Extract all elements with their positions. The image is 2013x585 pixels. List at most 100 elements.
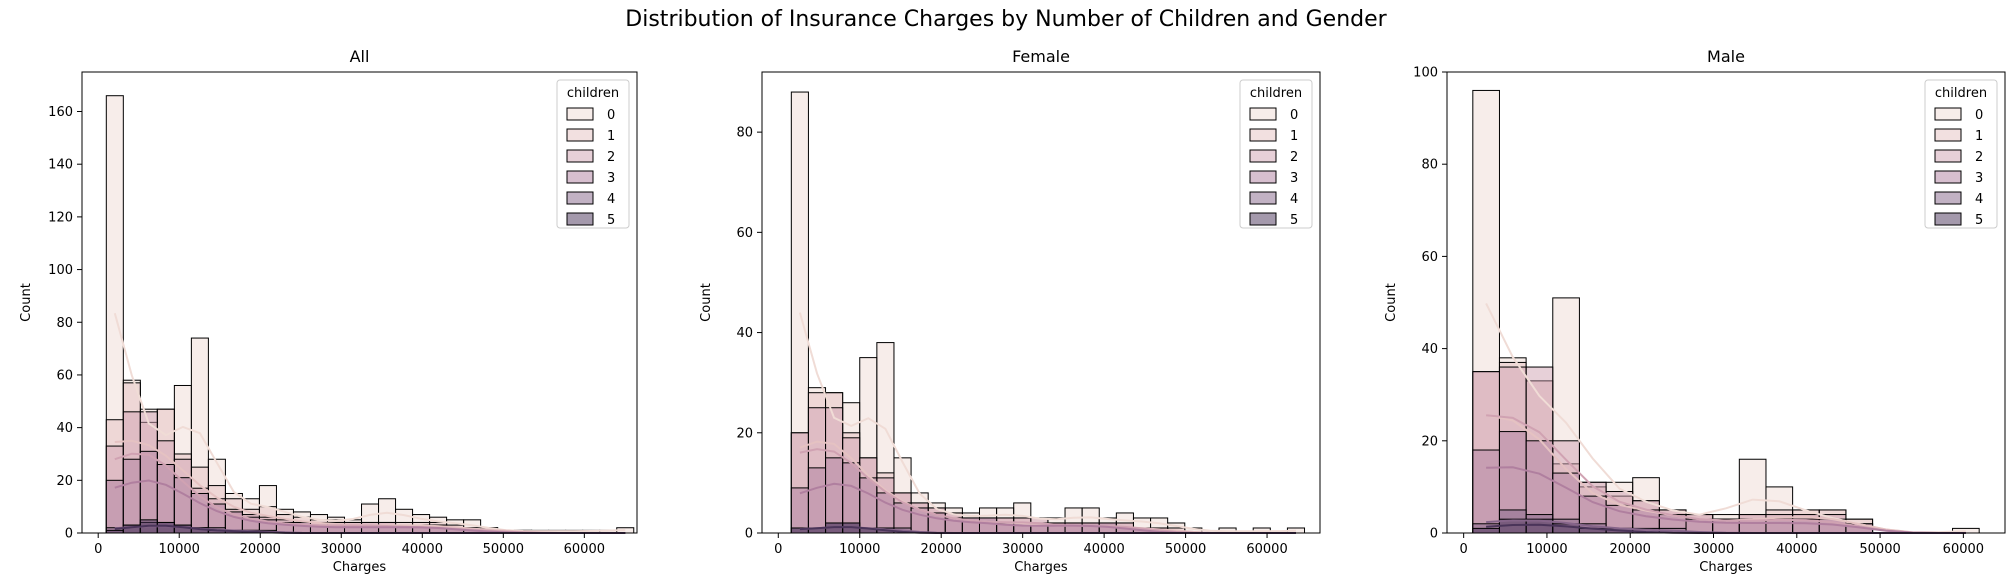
legend: children 0 1 2 3 4 5	[556, 79, 630, 229]
legend-swatch	[566, 212, 594, 226]
x-axis-label: Charges	[1699, 560, 1753, 575]
x-tick-label: 0	[1460, 542, 1468, 557]
legend: children 0 1 2 3 4 5	[1924, 79, 1998, 229]
legend-label: 4	[1975, 192, 1983, 207]
legend-swatch	[1249, 191, 1277, 205]
y-axis-label: Count	[699, 283, 714, 322]
bar	[1472, 449, 1500, 534]
legend-label: 1	[1975, 129, 1983, 144]
x-tick-label: 20000	[921, 542, 962, 557]
y-tick-label: 20	[1421, 434, 1438, 449]
x-tick-label: 50000	[1165, 542, 1206, 557]
bar	[807, 467, 827, 534]
y-tick-label: 0	[1430, 527, 1438, 542]
x-tick-label: 0	[774, 542, 782, 557]
legend-swatch	[1249, 170, 1277, 184]
x-tick-label: 60000	[564, 542, 605, 557]
legend-label: 0	[1975, 108, 1983, 123]
legend: children 0 1 2 3 4 5	[1239, 79, 1313, 229]
x-tick-label: 40000	[1776, 542, 1817, 557]
legend-swatch	[566, 191, 594, 205]
legend-label: 2	[1975, 150, 1983, 165]
y-tick-label: 80	[56, 316, 73, 331]
x-axis-label: Charges	[333, 560, 387, 575]
y-tick-label: 0	[65, 527, 73, 542]
y-tick-label: 100	[1413, 66, 1438, 81]
legend-swatch	[1934, 149, 1962, 163]
y-tick-label: 140	[48, 158, 73, 173]
legend-swatch	[1934, 212, 1962, 226]
axes-frame	[761, 71, 1321, 534]
bar	[825, 457, 844, 534]
bar	[859, 477, 878, 534]
y-tick-label: 160	[48, 105, 73, 120]
y-tick-label: 100	[48, 263, 73, 278]
bar	[790, 487, 809, 534]
legend-label: 2	[1290, 150, 1298, 165]
y-tick-label: 60	[1421, 250, 1438, 265]
y-tick-label: 40	[56, 421, 73, 436]
x-tick-label: 30000	[1002, 542, 1043, 557]
axes-frame	[81, 71, 638, 534]
y-tick-label: 80	[736, 126, 753, 141]
legend-title: children	[567, 86, 619, 101]
bar	[842, 462, 861, 534]
legend-label: 3	[1290, 171, 1298, 186]
x-tick-label: 10000	[159, 542, 200, 557]
subplot-title: Female	[1012, 47, 1070, 66]
legend-label: 1	[1290, 129, 1298, 144]
bar	[1472, 527, 1500, 534]
bar	[122, 458, 141, 534]
y-tick-label: 120	[48, 210, 73, 225]
subplot-title: Male	[1707, 47, 1745, 66]
x-tick-label: 60000	[1246, 542, 1287, 557]
x-tick-label: 0	[94, 542, 102, 557]
y-axis-label: Count	[1384, 283, 1399, 322]
x-tick-label: 60000	[1943, 542, 1984, 557]
bar	[978, 517, 998, 534]
legend-swatch	[566, 107, 594, 121]
legend-label: 4	[1290, 192, 1298, 207]
kde-line	[798, 312, 1297, 533]
legend-label: 0	[607, 108, 615, 123]
y-tick-label: 40	[736, 326, 753, 341]
y-tick-label: 20	[56, 474, 73, 489]
legend-swatch	[1249, 128, 1277, 142]
y-tick-label: 20	[736, 426, 753, 441]
kde-line	[1486, 466, 1966, 534]
axes-frame	[1446, 71, 2006, 534]
x-tick-label: 20000	[240, 542, 281, 557]
legend-label: 5	[607, 213, 615, 228]
legend-swatch	[1934, 107, 1962, 121]
y-tick-label: 80	[1421, 158, 1438, 173]
y-tick-label: 60	[736, 226, 753, 241]
x-tick-label: 30000	[321, 542, 362, 557]
legend-swatch	[566, 170, 594, 184]
legend-swatch	[566, 128, 594, 142]
y-tick-label: 60	[56, 368, 73, 383]
legend-swatch	[1934, 191, 1962, 205]
legend-title: children	[1250, 86, 1302, 101]
x-tick-label: 10000	[1526, 542, 1567, 557]
legend-title: children	[1935, 86, 1987, 101]
bar	[156, 521, 175, 534]
legend-swatch	[1249, 212, 1277, 226]
x-tick-label: 50000	[483, 542, 524, 557]
legend-swatch	[1934, 128, 1962, 142]
legend-label: 4	[607, 192, 615, 207]
legend-swatch	[1249, 149, 1277, 163]
figure-title: Distribution of Insurance Charges by Num…	[625, 7, 1387, 32]
x-axis-label: Charges	[1014, 560, 1068, 575]
x-tick-label: 50000	[1859, 542, 1900, 557]
legend-label: 5	[1290, 213, 1298, 228]
x-tick-label: 20000	[1610, 542, 1651, 557]
legend-label: 1	[607, 129, 615, 144]
bar	[105, 479, 124, 534]
legend-label: 0	[1290, 108, 1298, 123]
legend-label: 2	[607, 150, 615, 165]
bar	[1765, 518, 1794, 534]
